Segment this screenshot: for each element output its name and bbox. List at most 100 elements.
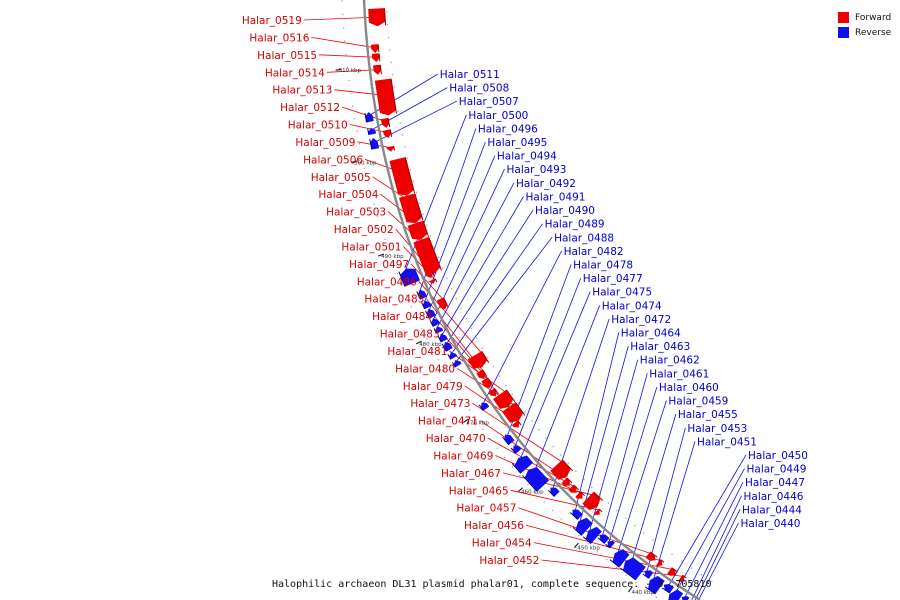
gene-shade-halar-0485 [482,369,488,377]
gene-shade-halar-0456 [660,559,665,563]
minor-tick [437,359,439,361]
gene-label-halar-0461: Halar_0461 [649,368,709,380]
minor-tick [587,543,589,545]
minor-tick [625,517,627,519]
gene-label-halar-0503: Halar_0503 [326,207,386,219]
gene-label-halar-0506: Halar_0506 [303,154,363,166]
major-tick [573,542,579,549]
gene-label-halar-0477: Halar_0477 [583,273,643,285]
major-tick [463,418,469,423]
gene-arrow-halar-0452 [678,574,685,582]
gene-label-halar-0491: Halar_0491 [526,192,586,204]
gene-arrow-halar-0512 [380,117,390,128]
minor-tick [681,560,683,562]
gene-label-halar-0452: Halar_0452 [479,555,539,567]
minor-tick [421,327,423,329]
gene-arrow-halar-0475 [514,455,534,474]
gene-arrow-halar-0480 [502,402,524,423]
gene-shade-halar-0481 [506,389,516,403]
minor-tick [399,122,401,124]
legend: Forward Reverse [838,10,891,40]
gene-label-halar-0519: Halar_0519 [242,15,302,27]
gene-label-halar-0495: Halar_0495 [487,137,547,149]
gene-arrow-halar-0507 [370,137,380,150]
minor-tick [700,574,703,576]
minor-tick [345,53,347,56]
gene-shade-halar-0462 [582,536,592,544]
gene-shade-halar-0491 [437,335,442,343]
gene-label-halar-0483: Halar_0483 [380,329,440,341]
minor-tick [386,11,388,13]
gene-shade-halar-0502 [431,269,435,277]
gene-shade-halar-0493 [429,319,434,327]
gene-shade-halar-0508 [367,128,370,135]
gene-arrow-halar-0492 [435,326,444,334]
minor-tick [661,546,664,548]
minor-tick [388,250,390,252]
minor-tick [498,375,501,377]
gene-shade-halar-0478 [502,436,509,446]
gene-arrow-halar-0477 [513,445,522,454]
gene-shade-halar-0519 [384,8,387,26]
gene-label-halar-0490: Halar_0490 [535,205,595,217]
minor-tick [422,213,424,216]
minor-tick [583,478,585,481]
minor-tick [380,227,382,229]
minor-tick [406,157,409,159]
leader-halar-0455 [627,414,677,575]
minor-tick [671,553,673,556]
gene-shade-halar-0470 [573,484,580,491]
gene-label-halar-0480: Halar_0480 [395,363,455,375]
gene-label-halar-0454: Halar_0454 [472,538,532,550]
gene-shade-halar-0471 [566,477,573,484]
minor-tick [634,525,636,527]
plasmid-backbone [362,0,701,600]
gene-shade-halar-0482 [478,404,484,411]
major-tick [335,68,342,71]
gene-shade-halar-0477 [510,447,516,454]
gene-label-halar-0515: Halar_0515 [257,50,317,62]
gene-shade-halar-0454 [671,567,678,573]
minor-tick [531,420,533,422]
gene-arrow-halar-0460 [607,540,615,549]
leader-halar-0465 [510,489,601,511]
leader-halar-0495 [422,141,486,306]
minor-tick [390,61,392,64]
tick-label: 490 kbp [381,254,404,260]
leader-halar-0459 [614,400,667,564]
gene-shade-halar-0503 [428,237,442,271]
minor-tick [410,306,413,308]
gene-shade-halar-0495 [421,302,426,310]
minor-tick [397,110,399,112]
gene-arrow-halar-0467 [582,491,601,511]
gene-arrow-halar-0465 [593,508,600,515]
gene-shade-halar-0496 [416,291,421,300]
leader-halar-0474 [529,305,601,484]
gene-shade-halar-0469 [580,491,585,497]
minor-tick [426,338,428,340]
minor-tick [527,483,529,486]
minor-tick [341,0,343,2]
gene-label-halar-0459: Halar_0459 [668,396,728,408]
gene-shade-halar-0473 [562,459,573,472]
gene-shade-halar-0504 [422,220,429,237]
minor-tick [475,419,477,421]
gene-arrow-halar-0484 [481,377,492,388]
minor-tick [489,438,491,440]
gene-arrow-halar-0469 [575,491,583,499]
gene-label-halar-0510: Halar_0510 [288,120,348,132]
gene-shade-halar-0453 [642,573,650,579]
gene-shade-halar-0479 [517,420,522,426]
legend-item-reverse: Reverse [838,25,891,40]
leader-halar-0507 [370,100,457,145]
gene-arrow-halar-0457 [645,551,656,561]
minor-tick [401,134,404,136]
minor-tick [387,36,390,39]
gene-shade-halar-0472 [547,489,555,497]
minor-tick [493,366,495,368]
minor-tick [606,558,608,561]
minor-tick [482,428,484,430]
gene-arrow-halar-0495 [422,300,432,310]
gene-arrow-halar-0481 [492,389,514,409]
gene-shade-halar-0457 [649,551,658,558]
